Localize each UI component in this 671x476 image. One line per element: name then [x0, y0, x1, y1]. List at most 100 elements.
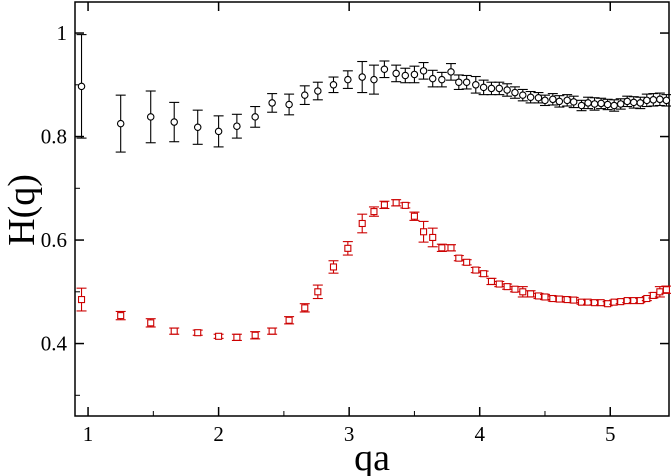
data-point-square — [617, 298, 625, 306]
data-point-circle — [344, 75, 352, 84]
data-point-circle — [251, 113, 259, 121]
x-tick-label: 1 — [83, 422, 94, 446]
data-point-circle — [455, 78, 463, 86]
data-point-square — [519, 288, 527, 296]
data-point-circle — [380, 65, 389, 74]
data-point-circle — [329, 81, 338, 89]
y-tick-label: 0.6 — [41, 228, 67, 252]
data-point-circle — [649, 96, 658, 104]
data-point-circle — [268, 99, 276, 107]
data-point-square — [503, 283, 511, 291]
data-point-circle — [623, 97, 631, 106]
data-point-circle — [438, 75, 446, 84]
data-point-square — [77, 296, 86, 304]
data-point-square — [314, 288, 322, 296]
data-point-square — [487, 277, 496, 286]
data-point-circle — [563, 96, 571, 105]
x-axis: 1 2 3 4 5 — [83, 2, 616, 446]
x-tick-label: 4 — [474, 422, 485, 446]
data-point-square — [662, 286, 670, 294]
data-point-square — [301, 304, 309, 312]
data-point-square — [472, 266, 480, 274]
data-point-square — [511, 285, 519, 293]
data-point-square — [463, 258, 471, 266]
data-point-square — [495, 280, 503, 288]
data-point-circle — [511, 88, 519, 97]
data-point-square — [358, 219, 366, 228]
data-point-square — [420, 228, 428, 236]
x-axis-label: qa — [354, 437, 390, 476]
data-point-circle — [392, 69, 400, 78]
data-point-square — [147, 319, 155, 327]
series-circles — [76, 34, 671, 153]
data-point-circle — [77, 82, 86, 91]
data-point-circle — [597, 99, 605, 108]
data-point-square — [597, 299, 605, 307]
data-point-circle — [116, 119, 125, 128]
data-point-square — [370, 208, 378, 216]
data-point-square — [251, 331, 259, 339]
data-point-circle — [301, 91, 309, 99]
y-tick-label: 0.4 — [41, 332, 68, 356]
y-tick-label: 1 — [57, 21, 68, 45]
data-point-circle — [603, 100, 612, 109]
x-tick-label: 2 — [213, 422, 224, 446]
data-point-square — [329, 263, 338, 271]
data-point-square — [649, 291, 657, 299]
data-point-square — [429, 233, 437, 242]
data-point-square — [117, 312, 125, 320]
data-point-circle — [541, 96, 549, 105]
data-point-circle — [656, 95, 664, 104]
data-point-circle — [577, 101, 586, 110]
data-point-circle — [662, 96, 671, 105]
y-tick-label: 0.8 — [41, 125, 67, 149]
data-point-circle — [370, 75, 378, 84]
y-axis: 0.4 0.6 0.8 1 — [41, 21, 669, 396]
data-point-square — [268, 327, 276, 335]
data-point-square — [380, 201, 388, 209]
data-point-circle — [358, 73, 366, 81]
data-point-circle — [549, 95, 557, 104]
x-tick-label: 5 — [605, 422, 616, 446]
data-point-square — [215, 332, 223, 340]
data-point-circle — [526, 93, 535, 101]
data-point-circle — [170, 118, 178, 126]
data-point-square — [480, 270, 488, 278]
data-point-square — [555, 295, 563, 303]
data-point-circle — [590, 100, 599, 108]
data-point-circle — [630, 98, 638, 107]
data-point-circle — [410, 70, 419, 79]
data-point-square — [285, 316, 293, 324]
data-point-square — [392, 199, 400, 207]
data-point-circle — [487, 84, 496, 93]
data-point-square — [447, 244, 455, 252]
series-squares — [76, 199, 671, 341]
data-point-square — [410, 212, 418, 220]
data-point-square — [541, 293, 549, 301]
data-point-circle — [146, 113, 155, 121]
data-point-circle — [495, 84, 504, 93]
data-point-circle — [447, 68, 455, 76]
data-point-circle — [472, 81, 480, 89]
data-point-circle — [569, 98, 578, 106]
data-point-circle — [462, 78, 471, 86]
data-point-circle — [401, 71, 410, 80]
data-point-circle — [419, 67, 428, 75]
data-point-circle — [193, 123, 202, 131]
data-point-circle — [285, 100, 293, 109]
data-point-circle — [616, 100, 625, 108]
data-point-square — [455, 254, 463, 262]
plot-area — [76, 34, 671, 341]
x-tick-label: 3 — [344, 422, 355, 446]
data-point-circle — [584, 99, 592, 107]
data-point-circle — [428, 74, 437, 83]
data-point-square — [401, 201, 409, 209]
data-point-circle — [636, 99, 645, 107]
y-axis-label: H(q) — [1, 174, 43, 246]
data-point-circle — [534, 93, 543, 102]
data-point-square — [570, 296, 578, 304]
data-point-circle — [610, 101, 618, 110]
data-point-square — [233, 333, 241, 341]
plot-frame — [74, 1, 670, 417]
